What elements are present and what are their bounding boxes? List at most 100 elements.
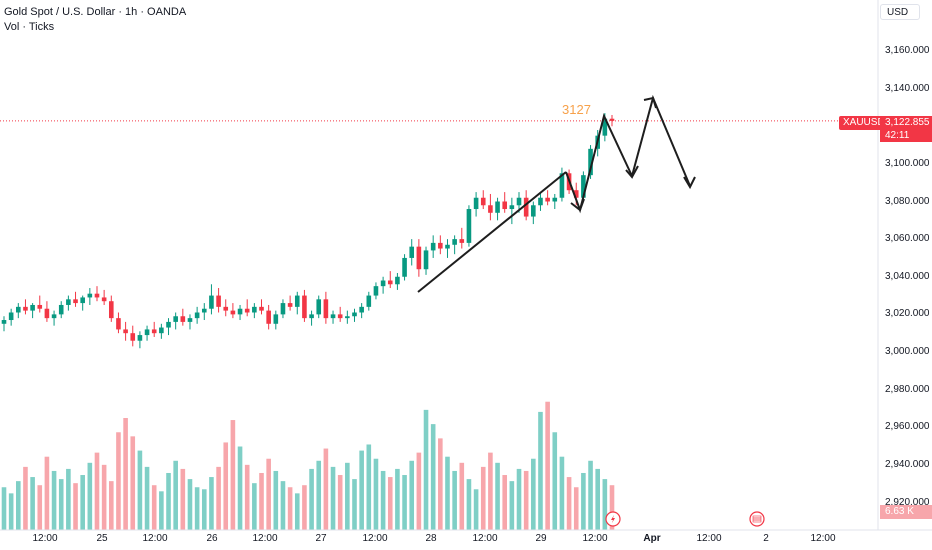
candle-body: [87, 293, 93, 298]
candle-body: [309, 314, 314, 319]
time-tick-label: 27: [315, 533, 327, 544]
candle-body: [123, 329, 128, 334]
price-tick-label: 3,000.000: [885, 346, 930, 357]
candle-body: [252, 306, 257, 313]
time-tick-label: 26: [206, 533, 218, 544]
candle-body: [316, 299, 322, 315]
candle-body: [502, 201, 508, 210]
candle-body: [173, 316, 178, 322]
trend-line: [417, 171, 567, 293]
volume-bar: [316, 460, 322, 530]
volume-bar: [552, 432, 558, 530]
lightning-icon: [605, 511, 621, 527]
volume-bar: [144, 466, 150, 530]
candle-body: [237, 308, 243, 315]
volume-bar: [44, 456, 50, 530]
volume-bar: [395, 468, 400, 530]
volume-bar: [445, 456, 450, 530]
price-tick-label: 3,160.000: [885, 45, 930, 56]
candle-body: [280, 303, 286, 315]
candle-body: [488, 205, 493, 213]
arrow-head-1: [570, 198, 585, 212]
candle-body: [495, 201, 500, 213]
price-tick-label: 3,080.000: [885, 195, 930, 207]
candle-body: [430, 242, 436, 251]
volume-bar: [244, 464, 250, 530]
candle-body: [573, 190, 579, 198]
volume-bar: [266, 458, 271, 530]
candle-body: [359, 306, 364, 313]
volume-bar: [438, 438, 443, 530]
candle-body: [244, 308, 250, 313]
candle-body: [423, 250, 429, 270]
volume-bar: [559, 456, 565, 530]
volume-bar: [409, 460, 415, 530]
volume-bar: [595, 468, 600, 530]
candle-body: [223, 306, 229, 311]
volume-bar: [566, 477, 572, 530]
volume-bar: [1, 487, 7, 530]
price-tick-label: 3,040.000: [885, 270, 930, 282]
volume-bar: [531, 458, 536, 530]
candle-body: [44, 308, 50, 319]
candle-body: [66, 299, 71, 305]
volume-bar: [101, 464, 107, 530]
candle-body: [402, 257, 407, 277]
candle-body: [588, 148, 593, 176]
candle-body: [516, 197, 522, 206]
candle-body: [294, 295, 300, 307]
volume-bar: [581, 472, 586, 530]
volume-bar: [337, 475, 343, 530]
last-price-tag: 3,122.855 42:11: [880, 116, 932, 142]
forecast-path: [565, 94, 691, 214]
price-tick-label: 3,100.000: [885, 157, 930, 169]
candle-body: [480, 197, 486, 206]
volume-bar: [359, 450, 364, 530]
candlesticks: [1, 113, 615, 349]
time-tick-label: 12:00: [142, 533, 168, 544]
volume-bar: [51, 470, 57, 530]
price-tick-label: 3,140.000: [885, 82, 930, 94]
candle-body: [108, 301, 114, 319]
volume-bar: [345, 462, 350, 530]
bar-countdown: 42:11: [885, 130, 910, 141]
volume-bar: [259, 472, 264, 530]
peak-annotation: 3127: [562, 102, 591, 117]
volume-bar: [216, 466, 221, 530]
candle-body: [545, 197, 550, 202]
candle-body: [159, 327, 164, 334]
volume-legend[interactable]: Vol · Ticks: [4, 21, 55, 33]
volume-bar: [538, 411, 543, 530]
candle-body: [23, 306, 28, 311]
candle-body: [609, 118, 615, 121]
candle-body: [302, 295, 307, 319]
volume-bar: [58, 479, 64, 530]
volume-bar: [80, 475, 85, 530]
volume-bar: [66, 468, 71, 530]
volume-bar: [273, 470, 279, 530]
symbol-legend[interactable]: Gold Spot / U.S. Dollar · 1h · OANDA: [4, 6, 187, 18]
volume-bar: [252, 483, 257, 530]
chart-legend: Gold Spot / U.S. Dollar · 1h · OANDA Vol…: [4, 5, 186, 35]
volume-bar: [380, 470, 386, 530]
candle-body: [473, 197, 479, 210]
currency-selector[interactable]: USD: [880, 4, 920, 20]
volume-bar: [23, 466, 28, 530]
volume-bar: [302, 485, 307, 530]
volume-bar: [8, 493, 14, 530]
arrow-head-4: [683, 176, 696, 190]
volume-bar: [373, 458, 379, 530]
time-tick-label: 29: [535, 533, 547, 544]
volume-bar: [94, 452, 100, 530]
volume-bar: [108, 481, 114, 530]
candle-body: [166, 321, 171, 328]
volume-bar: [309, 468, 314, 530]
volume-bar: [73, 483, 78, 530]
time-tick-label: 12:00: [472, 533, 498, 544]
candle-body: [194, 312, 200, 319]
volume-bar: [466, 479, 472, 530]
volume-bar: [366, 444, 372, 530]
volume-bar: [209, 477, 214, 530]
candle-body: [552, 197, 558, 202]
